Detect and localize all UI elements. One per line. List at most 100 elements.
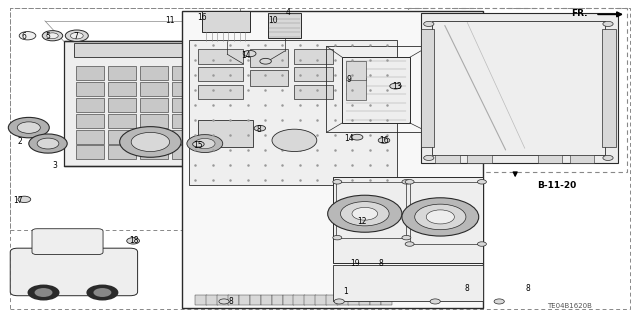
Bar [172,130,200,144]
Bar [381,295,392,305]
Circle shape [37,138,59,149]
Text: 4: 4 [285,8,291,17]
Bar [140,114,168,128]
Text: 14: 14 [344,134,354,143]
Circle shape [86,285,118,300]
Bar [140,66,168,80]
Bar [432,21,605,155]
Bar [346,78,366,100]
Bar [140,82,168,96]
Bar [294,49,333,64]
Bar [268,13,301,38]
Bar [408,8,627,172]
Bar [76,145,104,159]
Circle shape [424,21,434,26]
Bar [305,295,316,305]
Bar [326,46,429,132]
Text: 14: 14 [241,51,252,60]
Bar [10,8,240,230]
Bar [435,155,460,163]
Circle shape [70,33,83,39]
Bar [74,43,227,57]
Circle shape [187,135,223,152]
Bar [189,40,397,185]
Bar [260,295,272,305]
Bar [250,70,288,86]
Bar [282,295,294,305]
Circle shape [35,288,52,297]
Circle shape [47,33,58,39]
Circle shape [193,141,204,147]
Circle shape [219,299,229,304]
Text: 8: 8 [465,284,470,293]
Bar [108,82,136,96]
Bar [342,57,410,123]
Bar [76,130,104,144]
Text: 8: 8 [378,259,383,268]
Circle shape [426,210,454,224]
Circle shape [328,195,402,232]
Circle shape [415,204,466,230]
Circle shape [340,202,389,226]
Bar [182,11,483,308]
Text: 1: 1 [343,287,348,296]
Bar [108,98,136,112]
FancyBboxPatch shape [10,248,138,296]
Bar [198,85,243,99]
Text: 3: 3 [52,161,57,170]
Text: 9: 9 [346,75,351,84]
Circle shape [402,235,411,240]
Bar [346,61,366,80]
Text: 11: 11 [165,16,174,25]
Bar [410,182,483,244]
Circle shape [243,50,256,57]
Bar [195,295,207,305]
Circle shape [405,180,414,184]
Bar [294,85,333,99]
Text: 5: 5 [45,32,51,41]
Circle shape [603,155,613,160]
Text: 2: 2 [17,137,22,146]
Bar [76,82,104,96]
Bar [108,130,136,144]
Circle shape [352,207,378,220]
Bar [602,29,616,147]
Bar [172,98,200,112]
Circle shape [477,242,486,246]
Circle shape [351,134,363,140]
Text: 8: 8 [525,284,531,293]
Circle shape [477,180,486,184]
Bar [140,130,168,144]
Circle shape [424,155,434,160]
Bar [118,266,128,273]
Bar [336,182,406,238]
Circle shape [17,122,40,133]
Bar [108,66,136,80]
Circle shape [254,125,266,131]
Bar [140,145,168,159]
Bar [467,155,492,163]
Text: 6: 6 [22,32,27,41]
Text: 8: 8 [257,125,262,134]
Text: 10: 10 [268,16,278,25]
Circle shape [260,58,271,64]
Bar [18,266,31,273]
Text: 12: 12 [357,217,366,226]
Text: 16: 16 [379,136,389,145]
Bar [76,98,104,112]
Bar [172,66,200,80]
Bar [172,145,200,159]
Bar [76,114,104,128]
Bar [198,67,243,81]
Circle shape [65,30,88,41]
Bar [108,145,136,159]
Text: TE04B1620B: TE04B1620B [547,303,592,309]
Bar [316,295,327,305]
Bar [538,155,562,163]
Text: 17: 17 [13,197,23,205]
Circle shape [28,285,60,300]
Circle shape [405,242,414,246]
Bar [202,11,250,32]
Circle shape [430,299,440,304]
Bar [421,13,618,163]
